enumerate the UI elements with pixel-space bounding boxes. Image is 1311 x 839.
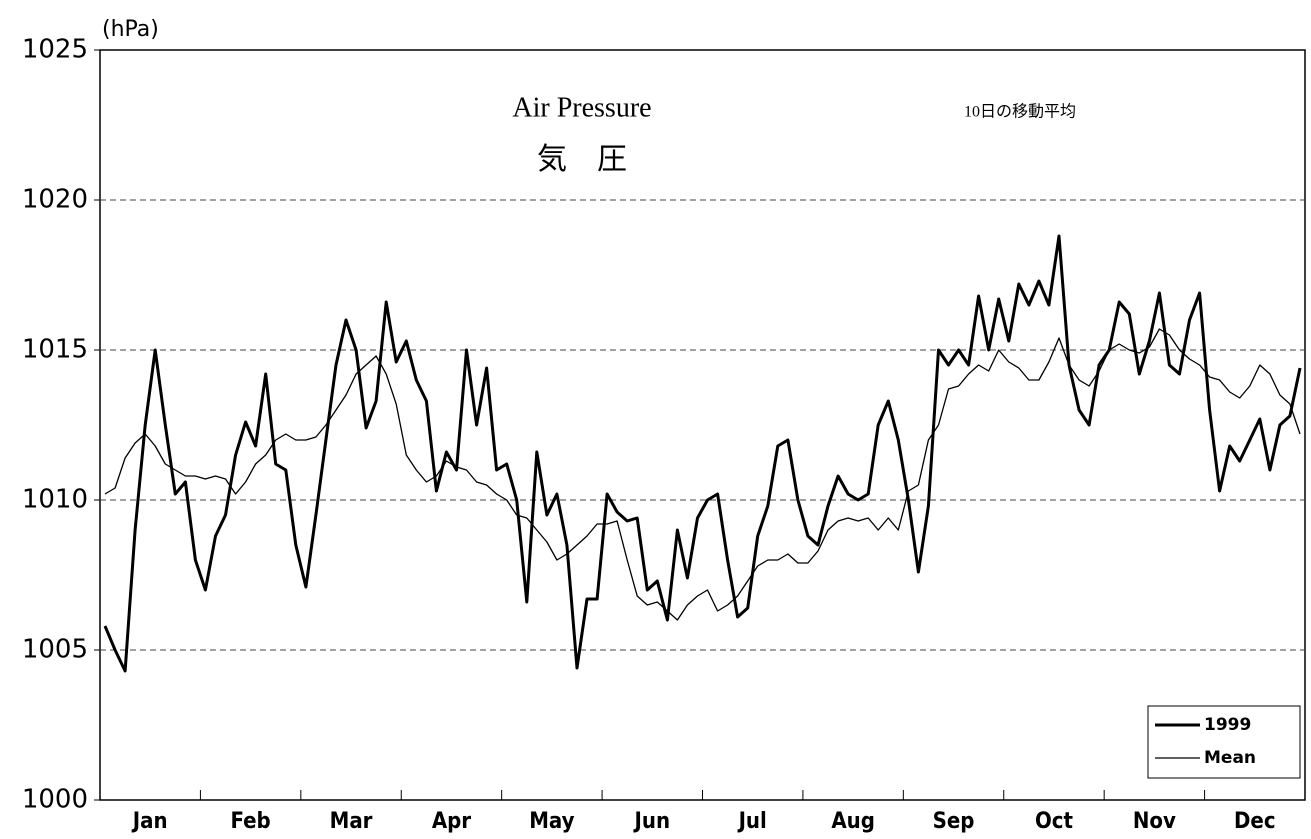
y-axis-label: (hPa) — [102, 17, 159, 42]
y-tick-label: 1020 — [22, 185, 88, 215]
plot-frame — [99, 49, 1306, 801]
y-tick-label: 1010 — [22, 485, 88, 515]
series-line — [103, 234, 1302, 673]
x-tick-label: Mar — [330, 809, 373, 834]
x-tick-label: Jul — [737, 809, 767, 834]
x-tick-label: Jan — [131, 809, 168, 834]
x-tick-label: Nov — [1133, 809, 1176, 834]
y-tick-label: 1015 — [22, 335, 88, 365]
x-tick-label: Dec — [1234, 809, 1276, 834]
x-tick-label: Jun — [633, 809, 671, 834]
annotation: 10日の移動平均 — [964, 103, 1076, 121]
x-tick-label: Apr — [432, 809, 471, 834]
x-tick-label: Sep — [933, 809, 975, 834]
x-tick-label: May — [529, 809, 574, 834]
legend-label: 1999 — [1204, 715, 1251, 735]
y-tick-label: 1000 — [22, 785, 88, 815]
x-tick-label: Aug — [831, 809, 875, 834]
x-tick-label: Oct — [1035, 809, 1074, 834]
x-tick-label: Feb — [231, 809, 271, 834]
chart-title: Air Pressure — [512, 92, 651, 123]
series-line — [104, 328, 1301, 621]
legend — [1147, 705, 1301, 779]
y-tick-label: 1025 — [22, 35, 88, 65]
y-tick-label: 1005 — [22, 635, 88, 665]
legend-label: Mean — [1204, 748, 1256, 768]
chart-subtitle: 気 圧 — [537, 143, 627, 176]
